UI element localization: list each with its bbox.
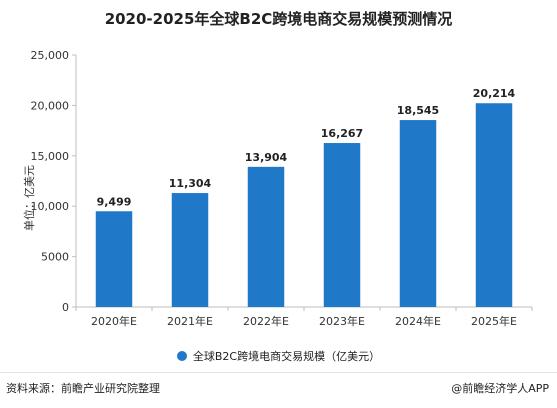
- bar: [171, 193, 209, 307]
- x-tick-label: 2020年E: [91, 314, 137, 328]
- x-tick-label: 2024年E: [395, 314, 441, 328]
- chart-title: 2020-2025年全球B2C跨境电商交易规模预测情况: [104, 10, 453, 28]
- x-tick-label: 2025年E: [471, 314, 517, 328]
- y-tick-label: 20,000: [31, 99, 70, 112]
- bar: [475, 103, 513, 307]
- data-label: 18,545: [397, 104, 439, 117]
- x-tick-label: 2023年E: [319, 314, 365, 328]
- y-tick-label: 5000: [41, 251, 69, 264]
- data-label: 13,904: [245, 151, 288, 164]
- legend-label: 全球B2C跨境电商交易规模（亿美元）: [192, 350, 381, 363]
- footer-divider: [0, 372, 557, 373]
- y-tick-label: 25,000: [31, 49, 70, 62]
- bar: [399, 120, 437, 307]
- y-tick-label: 15,000: [31, 150, 70, 163]
- legend-swatch: [176, 351, 187, 361]
- data-label: 16,267: [321, 127, 363, 140]
- source-note: 资料来源：前瞻产业研究院整理: [6, 382, 160, 395]
- data-label: 9,499: [97, 195, 132, 208]
- data-label: 20,214: [473, 87, 516, 100]
- bar: [247, 166, 285, 307]
- y-tick-label: 10,000: [31, 200, 70, 213]
- bar: [95, 211, 133, 307]
- x-tick-label: 2022年E: [243, 314, 289, 328]
- bar: [323, 143, 361, 307]
- y-tick-label: 0: [62, 301, 69, 314]
- brand-label: @前瞻经济学人APP: [451, 382, 549, 395]
- data-label: 11,304: [169, 177, 212, 190]
- x-tick-label: 2021年E: [167, 314, 213, 328]
- legend: 全球B2C跨境电商交易规模（亿美元）: [0, 348, 557, 364]
